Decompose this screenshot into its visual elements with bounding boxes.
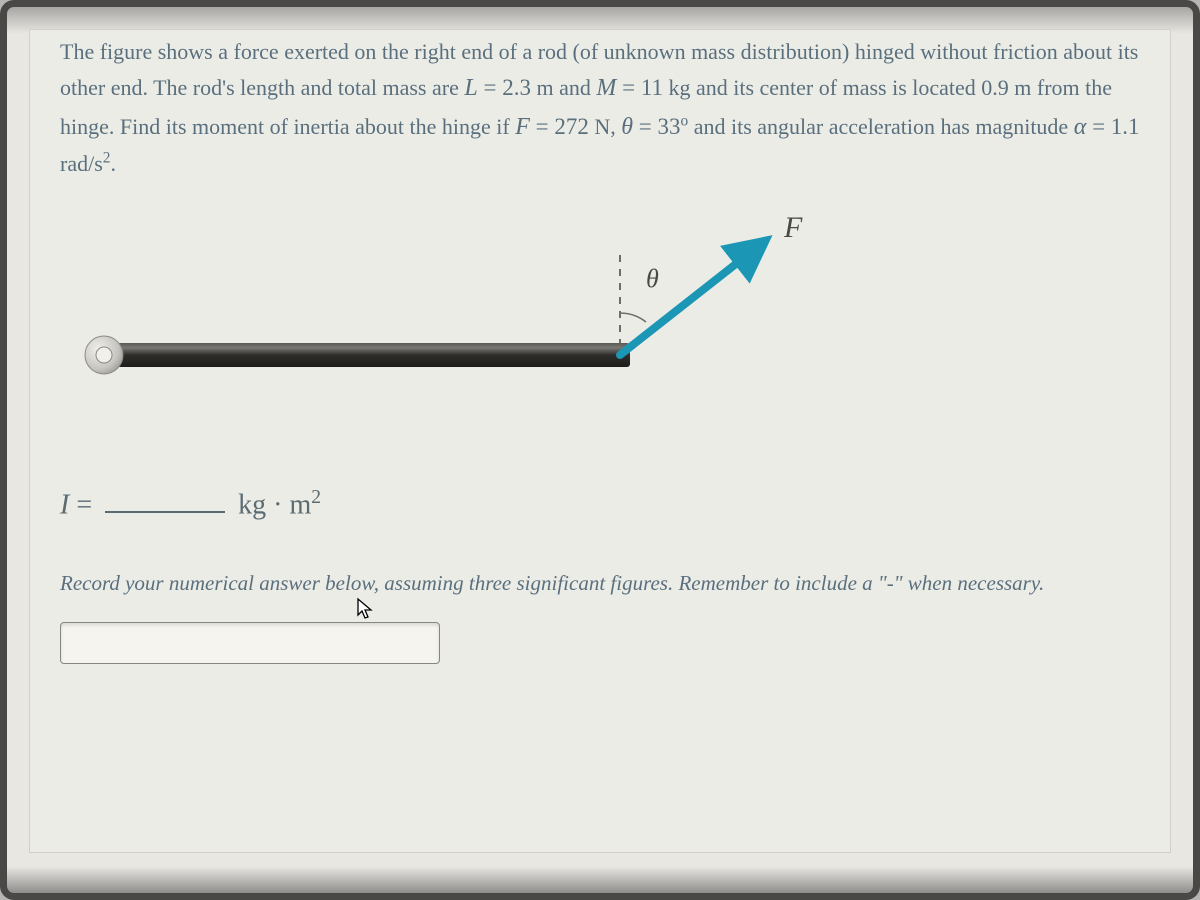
force-label: F: [783, 211, 803, 244]
unit-L: m: [531, 75, 554, 100]
val-F: 272: [554, 114, 589, 139]
val-M: 11: [641, 75, 663, 100]
text-segment-3: and its angular acceleration has magnitu…: [694, 114, 1074, 139]
var-L: L: [464, 75, 477, 101]
rod: [90, 343, 630, 367]
theta-label: θ: [646, 264, 659, 293]
eq: =: [478, 75, 502, 100]
unit-alpha: rad/s: [60, 151, 103, 176]
unit-F: N,: [589, 114, 621, 139]
unit-sq: 2: [311, 487, 321, 508]
monitor-bezel: The figure shows a force exerted on the …: [0, 0, 1200, 900]
unit-kg-m: kg · m: [238, 489, 311, 520]
force-arrow: [620, 245, 760, 355]
eq5: =: [1086, 114, 1110, 139]
eq3: =: [530, 114, 554, 139]
val-theta: 33: [658, 114, 681, 139]
val-L: 2.3: [502, 75, 531, 100]
instruction-text: Record your numerical answer below, assu…: [60, 571, 1140, 596]
and-word: and: [554, 75, 597, 100]
equals: =: [69, 489, 99, 520]
answer-blank: [105, 511, 225, 513]
period: .: [110, 151, 116, 176]
var-F: F: [515, 114, 530, 140]
answer-input[interactable]: [60, 622, 440, 664]
var-I: I: [60, 489, 69, 520]
theta-arc: [620, 313, 646, 322]
hinge-hole: [96, 347, 112, 363]
problem-statement: The figure shows a force exerted on the …: [60, 34, 1140, 181]
val-alpha: 1.1: [1111, 114, 1140, 139]
var-theta: θ: [621, 114, 633, 140]
answer-expression: I = kg · m2: [60, 487, 1140, 521]
var-M: M: [596, 75, 616, 101]
eq4: =: [633, 114, 657, 139]
diagram-svg: θ F: [60, 203, 840, 453]
rod-diagram: θ F: [60, 203, 1140, 453]
degree-sym: o: [681, 112, 689, 129]
var-alpha: α: [1074, 114, 1087, 140]
unit-M: kg: [663, 75, 691, 100]
eq2: =: [616, 75, 640, 100]
problem-panel: The figure shows a force exerted on the …: [29, 29, 1171, 853]
